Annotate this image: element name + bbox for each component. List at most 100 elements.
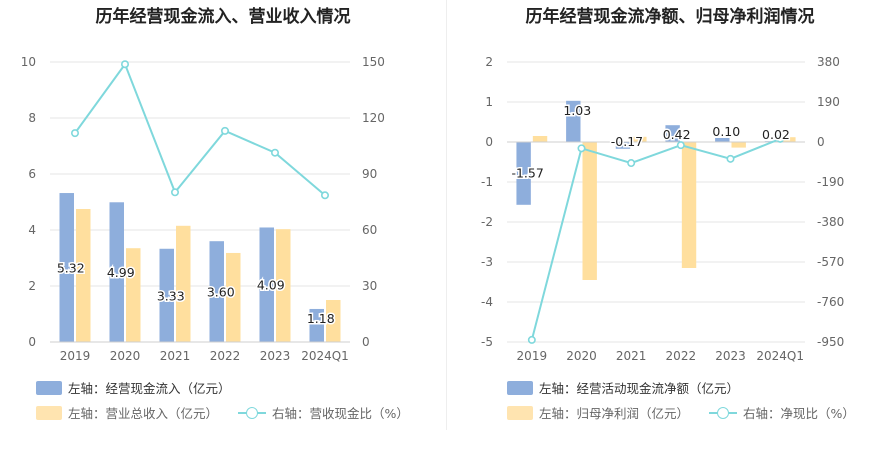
x-tick-label: 2021 [160,349,191,363]
legend-row-1: 左轴：经营现金流入（亿元） [36,378,251,397]
data-label: -0.17 [611,134,643,149]
line-series [530,137,781,341]
y-right-tick-label: 0 [362,335,370,349]
x-tick-label: 2019 [517,349,548,363]
legend-row-2: 左轴：归母净利润（亿元） 右轴：净现比（%） [507,403,875,422]
data-label: 4.09 [257,278,285,293]
data-label: 3.33 [157,288,185,303]
bar-secondary [731,142,746,148]
x-tick-label: 2023 [260,349,291,363]
y-left-tick-label: 2 [28,279,36,293]
line-point [121,60,130,69]
y-right-tick-label: 380 [817,55,840,69]
data-label: 3.60 [207,285,235,300]
line-point [577,144,586,153]
bar-primary [209,241,224,342]
x-tick-label: 2024Q1 [301,349,349,363]
y-left-tick-label: -2 [481,215,493,229]
y-left-tick-label: 0 [485,135,493,149]
y-left-tick-label: 4 [28,223,36,237]
legend-item-cash-ratio[interactable]: 右轴：净现比（%） [709,403,855,422]
bar-secondary [276,229,291,342]
legend-row-1: 左轴：经营活动现金流净额（亿元） [507,378,759,397]
y-right-tick-label: 0 [817,135,825,149]
bar-secondary [126,248,141,342]
line-point [71,129,80,138]
bar-secondary [781,137,796,142]
y-left-tick-label: -1 [481,175,493,189]
y-right-tick-label: -760 [817,295,844,309]
data-label: 0.02 [762,127,790,142]
chart-panel-right: 历年经营现金流净额、归母净利润情况 -5 -4 -3 -2 -1 0 1 2 -950 -760-… [447,0,893,458]
legend-item-ratio[interactable]: 右轴：营收现金比（%） [238,403,409,422]
y-right-tick-label: 60 [362,223,377,237]
y-right-tick-label: 150 [362,55,385,69]
legend-line-swatch [238,406,267,420]
y-left-tick-label: 0 [28,335,36,349]
chart-panel-left: 历年经营现金流入、营业收入情况 0 2 4 6 8 10 0 30 60 90 120 150 2019… [0,0,446,458]
y-left-tick-label: 6 [28,167,36,181]
x-tick-label: 2021 [616,349,647,363]
y-left-tick-label: 1 [485,95,493,109]
bar-primary [715,138,730,142]
x-tick-label: 2019 [60,349,91,363]
legend-label: 左轴：归母净利润（亿元） [539,406,690,421]
bar-primary [309,308,324,342]
y-right-tick-label: -190 [817,175,844,189]
y-left-tick-label: 8 [28,111,36,125]
chart-title: 历年经营现金流入、营业收入情况 [95,7,351,27]
data-label: 0.42 [663,127,691,142]
legend-item-net-profit[interactable]: 左轴：归母净利润（亿元） [507,403,689,422]
panel-divider [446,0,447,430]
bar-primary [259,227,274,342]
line-point [726,154,735,163]
legend-swatch [507,405,533,420]
line-point [171,188,180,197]
x-tick-label: 2022 [210,349,241,363]
bar-secondary [226,252,241,342]
data-label: 1.18 [307,311,335,326]
legend-item-net-cashflow[interactable]: 左轴：经营活动现金流净额（亿元） [507,378,739,397]
x-tick-label: 2020 [110,349,141,363]
line-point [221,126,230,135]
y-left-tick-label: -5 [481,335,493,349]
data-label: 5.32 [57,261,85,276]
y-left-tick-label: 10 [21,55,36,69]
y-right-tick-label: 30 [362,279,377,293]
line-series [74,62,326,197]
bar-primary [159,248,174,342]
bar-primary [615,142,631,149]
data-label: 4.99 [107,265,135,280]
legend-row-2: 左轴：营业总收入（亿元） 右轴：营收现金比（%） [36,403,429,422]
bar-secondary [76,209,91,342]
data-label: 1.03 [563,103,591,118]
x-tick-label: 2023 [715,349,746,363]
y-right-tick-label: -950 [817,335,844,349]
legend-label: 左轴：经营现金流入（亿元） [68,381,231,396]
bar-primary [109,202,124,342]
legend-item-inflow[interactable]: 左轴：经营现金流入（亿元） [36,378,231,397]
line-point [676,141,685,150]
bar-primary [59,193,74,342]
bar-secondary [326,300,341,342]
y-right-tick-label: -570 [817,255,844,269]
legend-swatch [507,380,533,395]
bar-secondary [582,142,597,280]
legend-item-revenue[interactable]: 左轴：营业总收入（亿元） [36,403,218,422]
y-right-tick-label: 190 [817,95,840,109]
bar-secondary [681,142,697,268]
data-label: 0.10 [712,124,740,139]
x-tick-label: 2022 [666,349,697,363]
legend-swatch [36,380,62,395]
line-point [627,159,636,168]
y-right-tick-label: 90 [362,167,377,181]
bar-secondary [632,136,647,142]
y-right-tick-label: -380 [817,215,844,229]
legend-label: 左轴：营业总收入（亿元） [68,406,219,421]
line-point [320,191,329,200]
bar-primary [566,100,581,142]
x-tick-label: 2020 [566,349,597,363]
bar-secondary [176,225,191,342]
bar-secondary [532,136,548,142]
y-right-tick-label: 120 [362,111,385,125]
